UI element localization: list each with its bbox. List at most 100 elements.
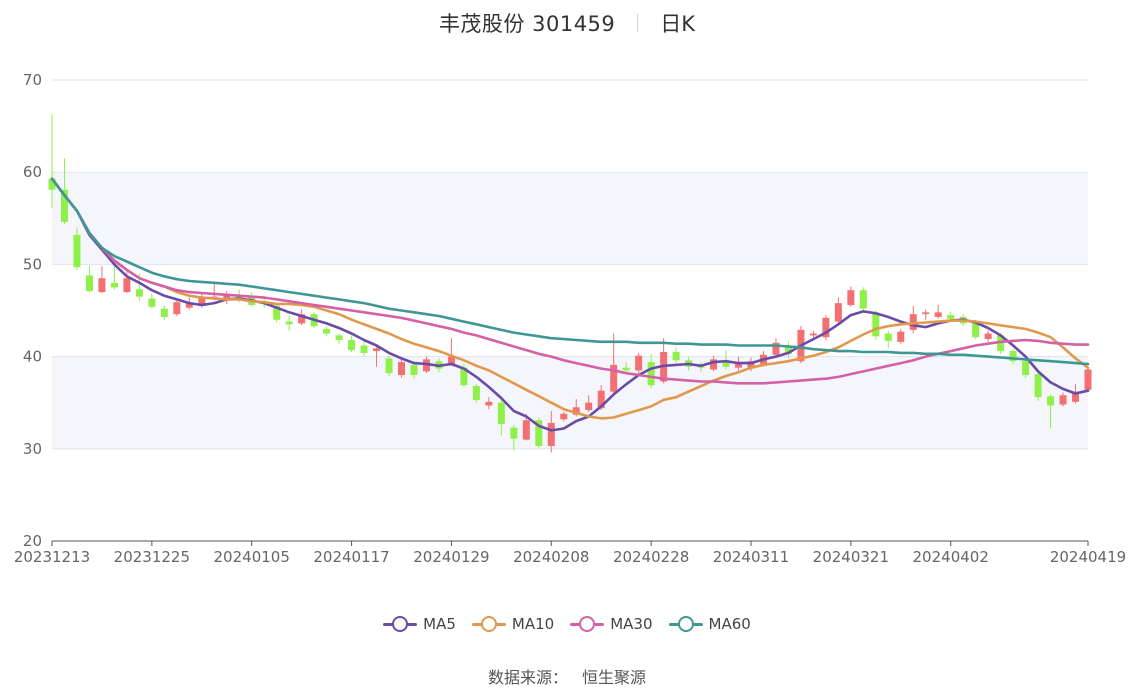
candle-body [1059, 395, 1067, 405]
candle-body [85, 275, 93, 292]
candle-body [1022, 361, 1030, 376]
candle-body [460, 367, 468, 386]
candle-body [422, 359, 430, 372]
y-tick-label: 60 [23, 163, 42, 181]
legend-swatch-icon [383, 615, 418, 633]
candle-body [348, 340, 356, 351]
x-tick-label: 20240105 [214, 548, 290, 566]
candle-body [397, 362, 405, 376]
candle-body [1034, 374, 1042, 398]
candle-body [198, 296, 206, 306]
legend-label: MA5 [423, 615, 456, 633]
y-tick-label: 40 [23, 348, 42, 366]
candle-body [934, 312, 942, 317]
grid-band [52, 172, 1088, 265]
candle-body [984, 333, 992, 340]
candle-body [647, 362, 655, 386]
legend-swatch-icon [570, 615, 605, 633]
chart-legend: MA5 MA10 MA30 MA60 [0, 610, 1134, 638]
candle-body [173, 302, 181, 315]
candle-body [997, 335, 1005, 352]
candle-body [635, 355, 643, 371]
candle-body [298, 314, 306, 324]
legend-item-ma30[interactable]: MA30 [570, 615, 653, 633]
candle-body [972, 322, 980, 338]
candle-body [410, 364, 418, 376]
candle-body [110, 282, 118, 288]
candle-body [447, 356, 455, 364]
x-tick-label: 20240228 [613, 548, 689, 566]
candle-body [323, 328, 331, 334]
legend-swatch-icon [668, 615, 703, 633]
legend-item-ma10[interactable]: MA10 [471, 615, 555, 633]
candle-body [285, 321, 293, 325]
candle-body [884, 333, 892, 341]
series-line-ma60 [50, 177, 1090, 366]
x-tick-label: 20240208 [513, 548, 589, 566]
y-tick-label: 30 [23, 440, 42, 458]
candle-body [547, 422, 555, 447]
legend-label: MA30 [610, 615, 653, 633]
candle-body [335, 335, 343, 341]
candle-body [1072, 391, 1080, 402]
candle-body [360, 345, 368, 353]
data-source: 数据来源： 恒生聚源 [0, 664, 1134, 688]
candle-body [1047, 396, 1055, 406]
candle-body [373, 348, 381, 352]
candle-body [185, 303, 193, 308]
candle-body [710, 359, 718, 370]
candle-body [60, 189, 68, 222]
candle-body [148, 298, 156, 307]
candle-body [522, 420, 530, 440]
candle-body [48, 178, 56, 190]
candle-body [672, 351, 680, 361]
legend-item-ma5[interactable]: MA5 [383, 615, 456, 633]
candle-body [822, 317, 830, 338]
candle-body [223, 293, 231, 301]
candle-body [735, 362, 743, 368]
candle-body [610, 364, 618, 392]
candle-body [859, 290, 867, 309]
candle-body [809, 333, 817, 336]
series-line-ma10 [50, 177, 1090, 420]
data-source-provider: 恒生聚源 [582, 668, 647, 687]
candle-body [897, 331, 905, 342]
candle-body [784, 345, 792, 354]
candle-body [697, 366, 705, 368]
candle-body [747, 361, 755, 369]
candle-body [160, 308, 168, 317]
candle-body [834, 303, 842, 322]
x-tick-label: 20240321 [813, 548, 889, 566]
candle-body [385, 358, 393, 374]
candle-body [123, 278, 131, 293]
candle-body [135, 289, 143, 297]
y-tick-label: 70 [23, 71, 42, 89]
candle-body [772, 342, 780, 355]
candle-body [73, 234, 81, 268]
candle-body [535, 420, 543, 447]
legend-swatch-icon [471, 615, 506, 633]
legend-item-ma60[interactable]: MA60 [668, 615, 751, 633]
candle-body [1084, 369, 1092, 390]
candle-body [572, 407, 580, 415]
candle-body [909, 314, 917, 330]
candle-body [98, 278, 106, 293]
series-line-ma30 [50, 177, 1090, 385]
candle-body [510, 427, 518, 439]
x-tick-label: 20240117 [313, 548, 389, 566]
y-tick-label: 20 [23, 532, 42, 550]
period-label: 日K [660, 12, 696, 36]
x-tick-label: 20231225 [114, 548, 190, 566]
chart-title: 丰茂股份 301459 日K [0, 6, 1134, 40]
candle-body [472, 386, 480, 400]
stock-name-code: 丰茂股份 301459 [438, 12, 616, 36]
candle-body [922, 312, 930, 315]
candle-body [497, 402, 505, 424]
candle-body [622, 367, 630, 371]
legend-label: MA10 [511, 615, 555, 633]
candle-body [597, 390, 605, 409]
y-tick-label: 50 [23, 255, 42, 273]
candle-body [947, 315, 955, 319]
x-tick-label: 20240311 [713, 548, 789, 566]
